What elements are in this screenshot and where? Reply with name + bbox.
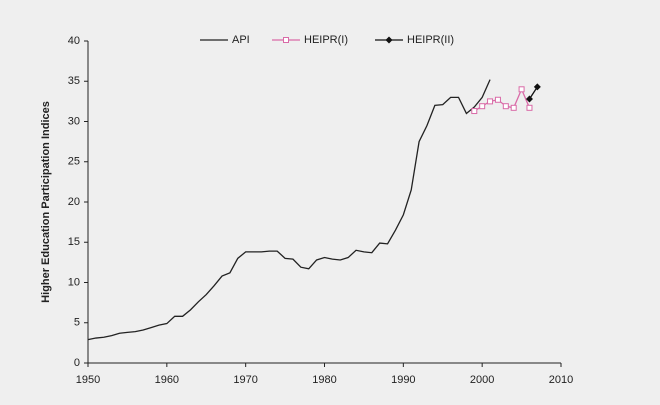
y-tick-label: 5 [74,317,80,329]
legend-marker [385,36,393,44]
x-tick-label: 1960 [155,374,179,386]
y-axis-label: Higher Education Participation Indices [40,101,52,303]
y-tick-label: 15 [68,236,80,248]
y-tick-label: 20 [68,196,80,208]
y-tick-label: 25 [68,156,80,168]
data-point [471,108,478,115]
y-tick-label: 30 [68,115,80,127]
x-tick-label: 2010 [549,374,573,386]
legend-marker [283,37,289,43]
legend-label: HEIPR(II) [407,34,454,46]
x-tick-label: 1950 [76,374,100,386]
data-point [518,86,525,93]
y-tick-label: 40 [68,35,80,47]
y-tick-label: 10 [68,276,80,288]
data-point [502,103,509,110]
series-line [87,79,491,341]
data-point [487,98,494,105]
x-tick-label: 2000 [470,374,494,386]
x-tick-label: 1970 [233,374,257,386]
data-point [526,104,533,111]
x-tick-label: 1990 [391,374,415,386]
data-point [494,96,501,103]
data-point [533,83,541,91]
data-point [525,95,533,103]
data-point [479,103,486,110]
data-point [510,104,517,111]
legend-label: API [232,34,250,46]
x-tick-label: 1980 [312,374,336,386]
y-tick-label: 35 [68,75,80,87]
legend-label: HEIPR(I) [304,34,348,46]
y-tick-label: 0 [74,357,80,369]
